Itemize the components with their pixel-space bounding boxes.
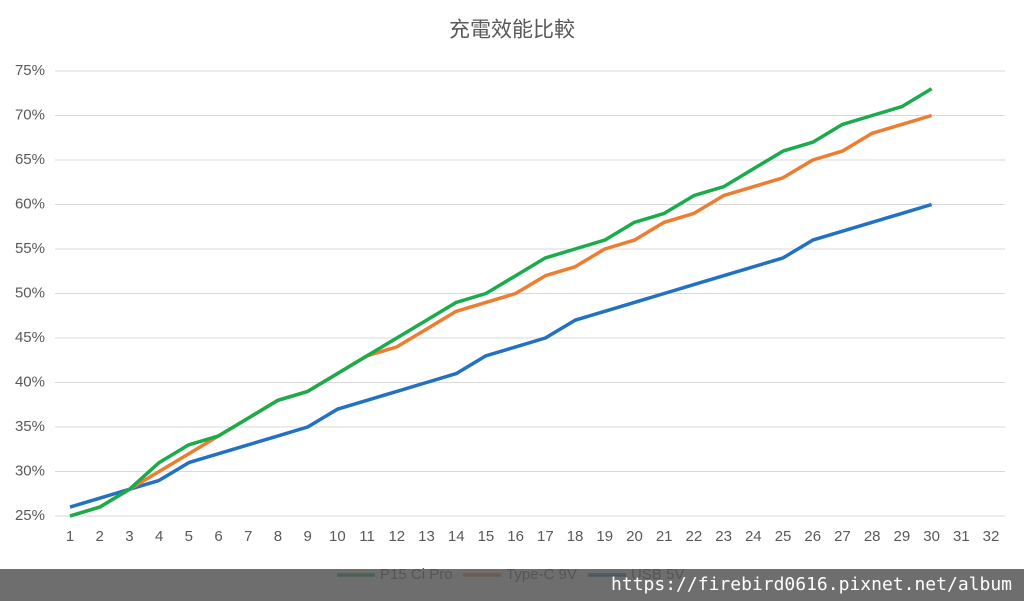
x-tick-label: 31: [953, 528, 970, 545]
x-tick-label: 27: [834, 528, 851, 545]
x-tick-label: 15: [478, 528, 495, 545]
y-tick-label: 45%: [15, 329, 45, 346]
x-tick-label: 6: [214, 528, 222, 545]
x-tick-label: 20: [626, 528, 643, 545]
x-tick-label: 16: [507, 528, 524, 545]
y-tick-label: 65%: [15, 151, 45, 168]
x-tick-label: 13: [418, 528, 435, 545]
x-tick-label: 7: [244, 528, 252, 545]
y-tick-label: 25%: [15, 507, 45, 524]
x-tick-label: 21: [656, 528, 673, 545]
x-tick-label: 10: [329, 528, 346, 545]
y-tick-label: 30%: [15, 462, 45, 479]
x-tick-label: 19: [596, 528, 613, 545]
x-tick-label: 17: [537, 528, 554, 545]
y-tick-label: 40%: [15, 373, 45, 390]
x-tick-label: 29: [894, 528, 911, 545]
x-tick-label: 26: [804, 528, 821, 545]
chart-title: 充電效能比較: [449, 19, 575, 42]
y-tick-label: 50%: [15, 284, 45, 301]
x-tick-label: 30: [923, 528, 940, 545]
series-line: [69, 87, 933, 518]
x-tick-label: 12: [388, 528, 405, 545]
y-tick-label: 35%: [15, 418, 45, 435]
y-tick-label: 55%: [15, 240, 45, 257]
x-tick-label: 28: [864, 528, 881, 545]
x-tick-label: 9: [304, 528, 312, 545]
x-tick-label: 1: [66, 528, 74, 545]
x-tick-label: 4: [155, 528, 163, 545]
x-tick-label: 24: [745, 528, 762, 545]
y-tick-label: 70%: [15, 106, 45, 123]
y-tick-label: 75%: [15, 62, 45, 79]
y-tick-label: 60%: [15, 195, 45, 212]
x-tick-label: 3: [125, 528, 133, 545]
x-tick-label: 5: [185, 528, 193, 545]
x-tick-label: 8: [274, 528, 282, 545]
series-line: [69, 202, 933, 509]
x-tick-label: 25: [775, 528, 792, 545]
x-tick-label: 18: [567, 528, 584, 545]
watermark-bar: [0, 569, 1024, 601]
x-tick-label: 14: [448, 528, 465, 545]
x-tick-label: 32: [983, 528, 1000, 545]
x-tick-label: 22: [686, 528, 703, 545]
x-tick-label: 23: [715, 528, 732, 545]
watermark: https://firebird0616.pixnet.net/album: [611, 574, 1012, 595]
x-tick-label: 2: [96, 528, 104, 545]
x-tick-label: 11: [359, 528, 375, 545]
